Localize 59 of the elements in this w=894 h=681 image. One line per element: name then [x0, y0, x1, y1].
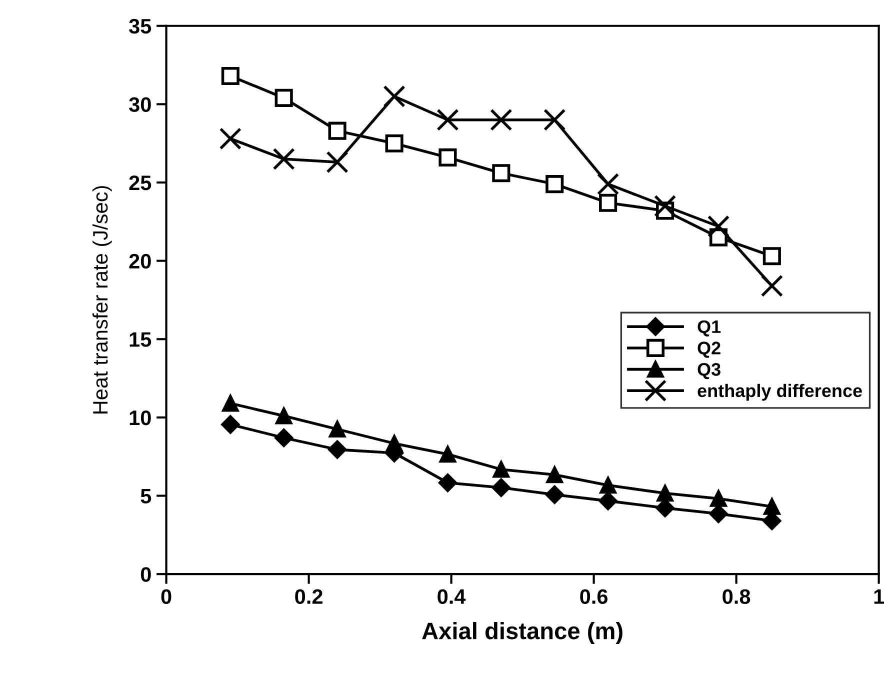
point: [328, 440, 347, 459]
point: [546, 466, 563, 484]
point: [492, 478, 510, 497]
point: [492, 461, 510, 478]
y-tick-label: 30: [129, 97, 151, 112]
point: [383, 85, 406, 108]
point: [385, 134, 404, 152]
point: [276, 408, 292, 424]
x-tick-label: 0.4: [438, 589, 466, 604]
point: [274, 428, 294, 448]
x-tick-label: 0: [161, 589, 172, 604]
y-axis-title: Heat transfer rate (J/sec): [92, 186, 112, 414]
y-tick-label: 10: [130, 410, 151, 426]
point: [654, 194, 676, 218]
legend-label: enthaply difference: [698, 384, 862, 401]
legend-label: Q3: [698, 363, 720, 380]
point: [764, 498, 780, 515]
x-axis-title: Axial distance (m): [422, 622, 622, 644]
point: [221, 415, 240, 434]
point: [326, 151, 348, 174]
x-tick-label: 0.6: [580, 589, 608, 604]
point: [222, 395, 239, 412]
y-tick-label: 15: [130, 332, 152, 347]
point: [274, 88, 293, 107]
legend-label: Q2: [698, 342, 720, 358]
point: [386, 435, 403, 452]
y-tick-label: 20: [129, 254, 151, 269]
point: [543, 108, 566, 131]
point: [600, 476, 616, 494]
x-tick-label: 0.8: [722, 589, 750, 604]
point: [760, 274, 784, 297]
point: [709, 504, 728, 524]
point: [438, 474, 457, 492]
point: [545, 485, 564, 504]
point: [596, 172, 620, 196]
point: [328, 420, 346, 438]
y-tick-label: 25: [129, 176, 152, 190]
point: [762, 247, 781, 266]
point: [328, 122, 346, 140]
point: [272, 148, 295, 170]
point: [492, 164, 510, 182]
point: [438, 148, 457, 166]
point: [710, 490, 727, 507]
x-tick-label: 0.2: [295, 589, 322, 604]
point: [439, 446, 456, 463]
point: [436, 108, 459, 131]
point: [546, 175, 564, 194]
point: [598, 492, 618, 510]
y-tick-label: 5: [140, 488, 152, 504]
point: [490, 108, 512, 131]
y-tick-label: 35: [129, 18, 152, 34]
y-tick-label: 0: [140, 567, 151, 582]
point: [599, 194, 618, 212]
point: [221, 66, 240, 86]
point: [219, 128, 242, 150]
x-tick-label: 1: [874, 589, 884, 604]
legend-label: Q1: [698, 320, 721, 336]
point: [656, 484, 674, 502]
point: [707, 215, 730, 238]
